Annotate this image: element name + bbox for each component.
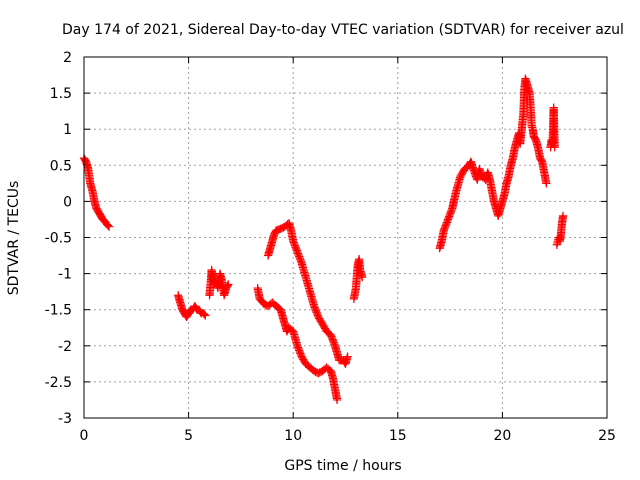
data-point	[103, 221, 113, 230]
y-tick-label: -3	[58, 411, 72, 427]
y-tick-labels: -3 -2.5 -2 -1.5 -1 -0.5 0 0.5 1 1.5 2	[45, 50, 72, 427]
data-point	[343, 352, 352, 361]
data-point	[550, 143, 559, 152]
x-tick-label: 20	[493, 428, 511, 444]
x-tick-label: 15	[389, 428, 407, 444]
chart-title: Day 174 of 2021, Sidereal Day-to-day VTE…	[62, 22, 624, 38]
data-point	[224, 280, 233, 289]
data-point	[223, 281, 232, 290]
y-tick-label: 0.5	[50, 158, 72, 174]
y-tick-label: -0.5	[45, 231, 72, 247]
x-tick-labels: 0 5 10 15 20 25	[80, 428, 616, 444]
data-point	[201, 311, 210, 320]
y-tick-label: 0	[63, 194, 72, 210]
y-tick-label: 1.5	[50, 86, 72, 102]
y-tick-label: -2.5	[45, 375, 72, 391]
x-axis-label: GPS time / hours	[284, 458, 401, 474]
y-tick-label: 1	[63, 122, 72, 138]
x-tick-label: 10	[284, 428, 302, 444]
data-points	[79, 74, 568, 405]
data-point	[105, 222, 114, 231]
x-tick-label: 0	[80, 428, 89, 444]
data-point	[558, 211, 568, 220]
y-tick-label: -1	[58, 267, 72, 283]
grid-lines	[84, 57, 607, 418]
x-tick-label: 5	[184, 428, 193, 444]
y-tick-label: 2	[63, 50, 72, 66]
plot-area-border	[83, 56, 608, 419]
data-point	[358, 273, 367, 282]
y-axis-label: SDTVAR / TECUs	[6, 181, 22, 296]
y-tick-label: -1.5	[45, 303, 72, 319]
x-tick-label: 25	[598, 428, 616, 444]
y-tick-label: -2	[58, 339, 72, 355]
data-point	[200, 310, 209, 319]
data-point	[542, 179, 551, 188]
data-point	[333, 395, 342, 405]
